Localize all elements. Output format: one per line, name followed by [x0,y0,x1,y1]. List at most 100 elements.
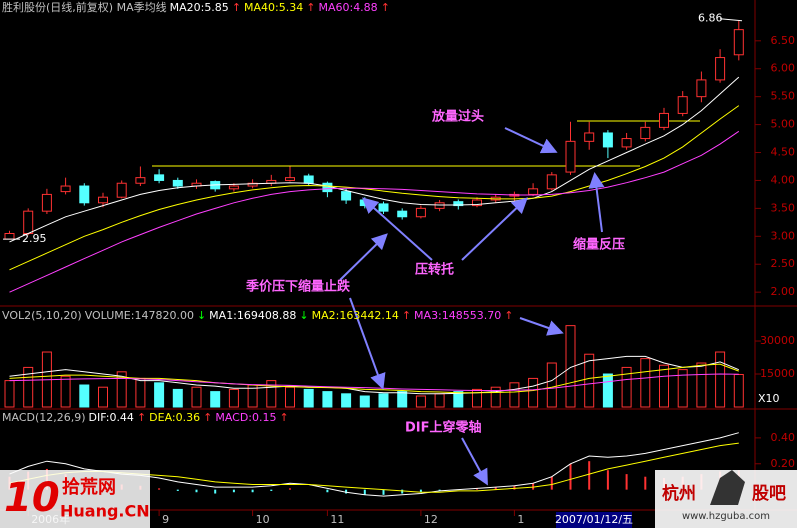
x-tick-label: 1 [517,513,524,526]
legend-entry: MACD(12,26,9) [2,411,86,424]
macd-bar [625,474,628,490]
candle-body [677,96,688,114]
volume-bar [210,391,221,408]
legend-entry: ↑ [402,309,411,322]
arrow [461,437,488,486]
macd-bar [232,489,235,493]
volume-bar [715,351,726,408]
y-tick-label: 6.50 [771,34,796,47]
macd-bar [382,489,385,495]
candle-body [434,202,445,209]
candle-body [528,188,539,195]
macd-bar [438,489,441,491]
arrow [461,197,528,261]
high-arrow [719,18,743,22]
candle-body [584,132,595,142]
volume-bar [434,393,445,408]
candle-body [397,210,408,218]
volume-bar [322,391,333,408]
volume-bar [359,395,370,408]
macd-bar [588,461,591,490]
ma-line [9,105,740,271]
macd-bar [513,485,516,490]
legend-entry: MA2:163442.14 [312,309,399,322]
watermark-url: www.hzguba.com [682,511,770,522]
high-label: 6.86 [698,12,723,25]
macd-bar [195,489,198,493]
y-tick-label: 30000 [760,334,795,347]
candle-body [247,182,258,187]
volume-bar [116,371,127,408]
candle-body [472,199,482,207]
macd-bar [401,489,404,494]
macd-bar [494,487,497,490]
candle-body [98,196,108,204]
annotation: 放量过头 [431,109,484,125]
macd-bar [532,483,535,490]
legend-entry: MA3:148553.70 [414,309,501,322]
arrow [504,127,558,154]
volume-bar [584,353,595,408]
legend-entry: MACD:0.15 [215,411,276,424]
volume-bar [453,391,464,408]
arrow [588,172,605,233]
legend-entry: MA60:4.88 [318,1,377,14]
x-tick-label: 11 [330,513,344,526]
watermark-right: 杭州 股吧 www.hzguba.com [655,470,797,528]
ma-line [9,76,740,243]
y-tick-label: 3.00 [771,229,796,242]
y-tick-label: 5.50 [771,90,796,103]
watermark-bull [710,470,745,505]
candle-body [285,177,295,181]
macd-bar [363,489,366,495]
volume-bar [341,393,352,408]
plot: 2.00 2.50 3.00 3.50 4.00 4.50 5.00 5.50 6.00 6.50… [3,12,795,526]
volume-bar [696,362,707,408]
volume-bar [733,373,744,408]
y-tick-label: 0.20 [771,457,796,470]
x-tick-label: 12 [424,513,438,526]
watermark-bg [0,470,150,528]
volume-bar [172,388,183,408]
macd-bar [176,489,179,491]
volume-bar [621,366,632,408]
volume-bar [640,358,651,408]
candle-body [172,179,183,187]
volume-bar [415,395,426,408]
cursor-date: 2007/01/12/五 [555,513,633,526]
legend-entry: ↑ [203,411,212,424]
candle-body [546,174,557,190]
candle-body [341,191,352,201]
candle-body [135,177,146,184]
macd-bar [158,488,161,490]
volume-bar [228,388,239,408]
macd-bar [326,489,329,493]
y-tick-label: 6.00 [771,62,796,75]
legend-entry: MA20:5.85 [170,1,229,14]
macd-bar [476,488,478,490]
volume-bar [135,377,146,408]
legend-entry: ↑ [280,411,289,424]
candle-body [116,182,127,198]
candle-body [565,140,576,173]
candle-body [60,185,71,193]
macd-bar [251,489,254,493]
candle-body [322,182,333,193]
volume-bar [546,362,557,408]
macd-bar [289,488,291,490]
macd-bar [644,476,647,490]
macd-bar [214,489,217,494]
annotation: 压转托 [415,262,454,278]
volume-bar [509,382,520,408]
candle-body [696,79,707,98]
candle-body [415,207,426,218]
volume-bar [285,386,295,408]
annotation: DIF上穿零轴 [405,420,482,436]
candle-body [41,193,52,212]
watermark-name: 杭州 [662,483,696,504]
volume-bar [490,386,501,408]
macd-bar [345,489,348,494]
candle-body [602,132,613,148]
low-label: 2.95 [22,232,47,245]
legend-entry: ↑ [137,411,146,424]
